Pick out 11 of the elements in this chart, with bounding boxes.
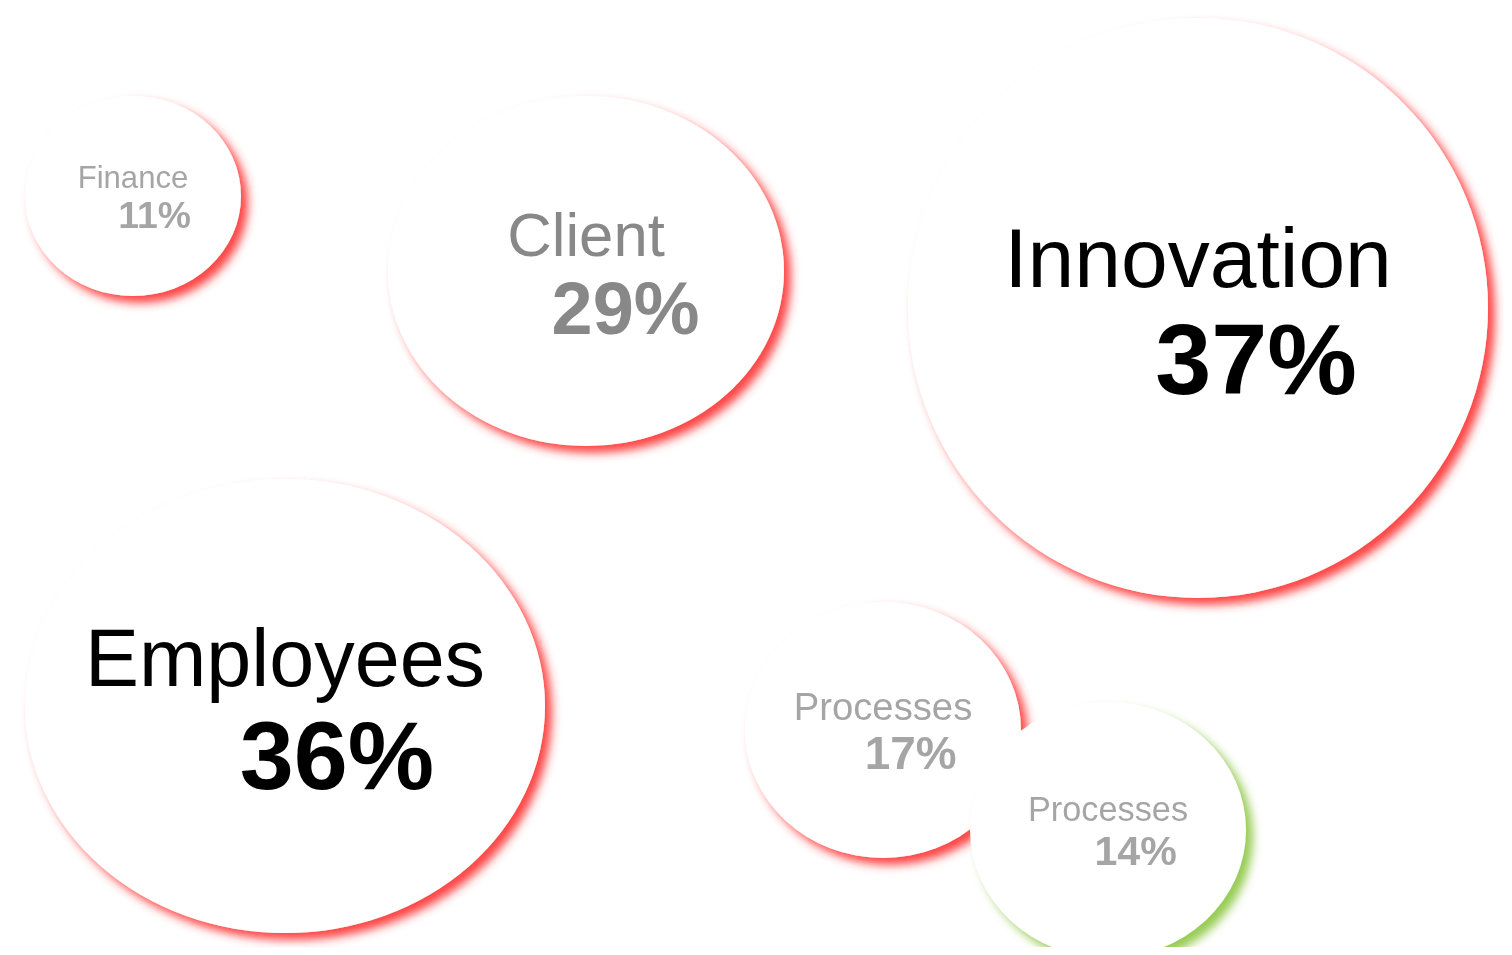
category-label: Innovation — [1004, 211, 1392, 305]
category-label: Processes — [1027, 790, 1189, 829]
data-label: 14% — [1094, 827, 1177, 874]
category-label: Employees — [84, 612, 486, 703]
category-label: Processes — [793, 685, 973, 729]
category-label: Finance — [77, 160, 189, 196]
data-label: 17% — [864, 727, 957, 780]
category-label: Client — [507, 199, 665, 269]
data-label: 29% — [551, 266, 700, 350]
data-label: 37% — [1155, 302, 1357, 415]
data-label: 11% — [118, 193, 191, 236]
